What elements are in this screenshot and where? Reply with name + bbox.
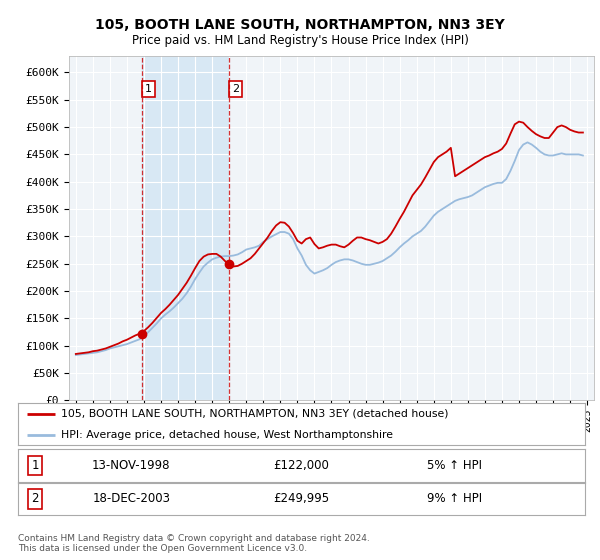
Text: Contains HM Land Registry data © Crown copyright and database right 2024.
This d: Contains HM Land Registry data © Crown c… <box>18 534 370 553</box>
Text: 1: 1 <box>145 84 152 94</box>
Text: 5% ↑ HPI: 5% ↑ HPI <box>427 459 482 472</box>
Text: £122,000: £122,000 <box>274 459 329 472</box>
Text: 18-DEC-2003: 18-DEC-2003 <box>92 492 170 506</box>
Text: Price paid vs. HM Land Registry's House Price Index (HPI): Price paid vs. HM Land Registry's House … <box>131 34 469 47</box>
Text: 2: 2 <box>232 84 239 94</box>
Text: £249,995: £249,995 <box>274 492 329 506</box>
Bar <box>142 56 229 400</box>
Text: 105, BOOTH LANE SOUTH, NORTHAMPTON, NN3 3EY: 105, BOOTH LANE SOUTH, NORTHAMPTON, NN3 … <box>95 18 505 32</box>
Text: 13-NOV-1998: 13-NOV-1998 <box>92 459 170 472</box>
Text: 2: 2 <box>31 492 39 506</box>
Text: HPI: Average price, detached house, West Northamptonshire: HPI: Average price, detached house, West… <box>61 430 392 440</box>
Text: 1: 1 <box>31 459 39 472</box>
Text: 105, BOOTH LANE SOUTH, NORTHAMPTON, NN3 3EY (detached house): 105, BOOTH LANE SOUTH, NORTHAMPTON, NN3 … <box>61 409 448 419</box>
Text: 9% ↑ HPI: 9% ↑ HPI <box>427 492 482 506</box>
